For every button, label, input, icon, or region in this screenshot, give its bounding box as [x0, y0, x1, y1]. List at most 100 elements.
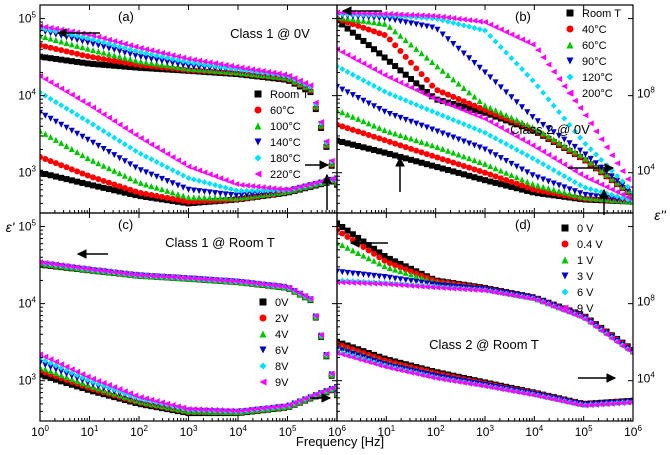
data-point	[577, 151, 584, 158]
data-point	[47, 360, 54, 367]
data-point	[275, 70, 282, 77]
data-point	[466, 140, 473, 147]
data-point	[418, 122, 425, 129]
data-point	[153, 57, 160, 64]
data-point	[174, 191, 181, 198]
data-point	[445, 114, 451, 121]
data-point	[339, 66, 346, 73]
y-right-tick-label: 104	[637, 163, 655, 178]
data-point	[471, 59, 478, 66]
data-point	[513, 146, 520, 153]
data-point	[445, 147, 451, 154]
data-point	[598, 136, 605, 143]
data-point	[397, 132, 404, 139]
panel-4: 104 108 101 102 103 104 105 106 (d) Class 2 @ Roo…	[336, 212, 655, 439]
data-point	[365, 18, 372, 25]
data-point	[95, 377, 102, 384]
y-axis-label-right: ε''	[654, 207, 667, 223]
x-tick-label: 102	[130, 424, 148, 439]
series-layer	[40, 259, 337, 417]
data-point	[42, 170, 49, 177]
data-point	[52, 366, 59, 373]
data-point	[630, 352, 633, 356]
data-point	[619, 168, 626, 175]
data-point	[90, 41, 97, 48]
data-point	[593, 128, 599, 135]
data-point	[503, 127, 510, 134]
data-point	[79, 133, 86, 140]
data-point	[593, 160, 599, 167]
data-point	[482, 383, 488, 390]
data-point	[233, 278, 240, 285]
data-point	[201, 406, 208, 413]
data-point	[344, 89, 351, 96]
data-point	[259, 405, 266, 412]
data-point	[598, 156, 605, 163]
data-point	[137, 54, 144, 61]
data-point	[164, 194, 171, 201]
data-point	[577, 134, 584, 141]
data-point	[116, 39, 123, 46]
data-point	[58, 47, 65, 54]
data-point	[296, 183, 303, 190]
data-point	[47, 24, 54, 31]
data-point	[371, 10, 377, 17]
data-point	[206, 180, 213, 187]
data-point	[534, 174, 541, 181]
data-point	[52, 370, 59, 377]
data-point	[566, 399, 573, 406]
data-point	[349, 279, 356, 286]
data-point	[587, 402, 594, 409]
panel-title: Class 2 @ 0V	[510, 122, 590, 137]
data-point	[100, 379, 107, 386]
x-tick-label: 102	[427, 424, 445, 439]
data-point	[534, 392, 541, 399]
data-point	[471, 17, 478, 24]
data-point	[312, 179, 319, 186]
data-point	[47, 44, 54, 51]
data-point	[254, 405, 261, 412]
data-point	[95, 124, 102, 131]
data-point	[455, 169, 462, 176]
data-point	[556, 158, 562, 165]
data-point	[508, 94, 515, 101]
data-point	[296, 290, 303, 297]
series-layer	[40, 23, 337, 207]
data-point	[111, 118, 118, 125]
data-point	[270, 69, 277, 76]
panel-title: Class 2 @ Room T	[429, 337, 539, 352]
data-point	[519, 136, 525, 143]
data-point	[344, 68, 351, 75]
data-point	[497, 26, 504, 33]
data-point	[74, 94, 81, 101]
data-point	[492, 79, 499, 86]
data-point	[371, 28, 377, 35]
data-point	[381, 15, 388, 22]
data-point	[132, 271, 139, 278]
data-point	[164, 400, 171, 407]
data-point	[550, 155, 557, 162]
data-point	[100, 145, 107, 152]
data-point	[540, 148, 547, 155]
data-point	[121, 40, 128, 47]
data-point	[455, 45, 462, 52]
data-point	[174, 196, 181, 203]
data-point	[418, 279, 425, 286]
data-point	[84, 53, 91, 60]
data-point	[619, 191, 626, 198]
data-point	[360, 24, 367, 31]
legend-label: 60°C	[270, 105, 295, 117]
data-point	[339, 86, 346, 93]
data-point	[58, 372, 65, 379]
data-point	[180, 274, 187, 281]
legend-label: 1 V	[577, 255, 594, 267]
data-point	[158, 161, 165, 168]
data-point	[254, 280, 261, 287]
data-point	[52, 25, 59, 32]
data-point	[386, 151, 393, 157]
data-point	[360, 244, 367, 251]
data-point	[439, 130, 446, 137]
x-tick-label: 101	[377, 424, 395, 439]
data-point	[143, 181, 150, 188]
data-point	[381, 137, 388, 144]
